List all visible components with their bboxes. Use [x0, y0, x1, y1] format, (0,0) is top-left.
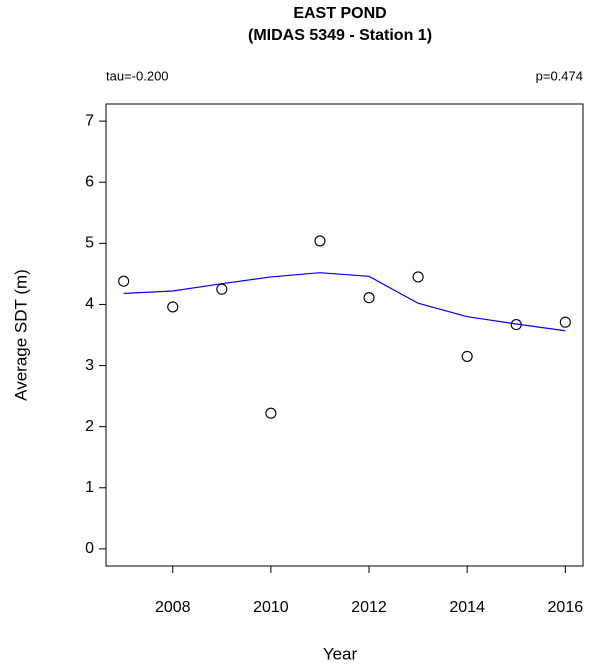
- chart-subtitle: (MIDAS 5349 - Station 1): [248, 27, 432, 44]
- y-tick-label: 1: [85, 479, 94, 496]
- plot-frame: [105, 103, 584, 567]
- x-tick-label: 2010: [253, 599, 289, 616]
- x-tick-label: 2012: [351, 599, 387, 616]
- annotation: p=0.474: [536, 68, 583, 83]
- x-tick-label: 2008: [155, 599, 191, 616]
- data-point: [265, 407, 277, 419]
- y-axis-label: Average SDT (m): [11, 269, 30, 401]
- data-point: [216, 283, 228, 295]
- data-point: [461, 350, 473, 362]
- data-point: [559, 316, 571, 328]
- y-tick-label: 7: [85, 112, 94, 129]
- chart-title: EAST POND: [293, 5, 386, 22]
- y-tick-label: 5: [85, 235, 94, 252]
- y-tick-label: 6: [85, 173, 94, 190]
- data-point: [412, 271, 424, 283]
- data-point: [510, 319, 522, 331]
- trend-line: [123, 272, 566, 332]
- y-tick-label: 0: [85, 540, 94, 557]
- data-point: [167, 301, 179, 313]
- data-point: [363, 292, 375, 304]
- annotation: tau=-0.200: [106, 68, 169, 83]
- y-tick-label: 2: [85, 418, 94, 435]
- x-tick-label: 2016: [548, 599, 584, 616]
- y-tick-label: 3: [85, 357, 94, 374]
- data-point: [314, 235, 326, 247]
- y-tick-label: 4: [85, 296, 94, 313]
- x-axis-label: Year: [323, 644, 358, 663]
- data-point: [118, 275, 130, 287]
- x-tick-label: 2014: [449, 599, 485, 616]
